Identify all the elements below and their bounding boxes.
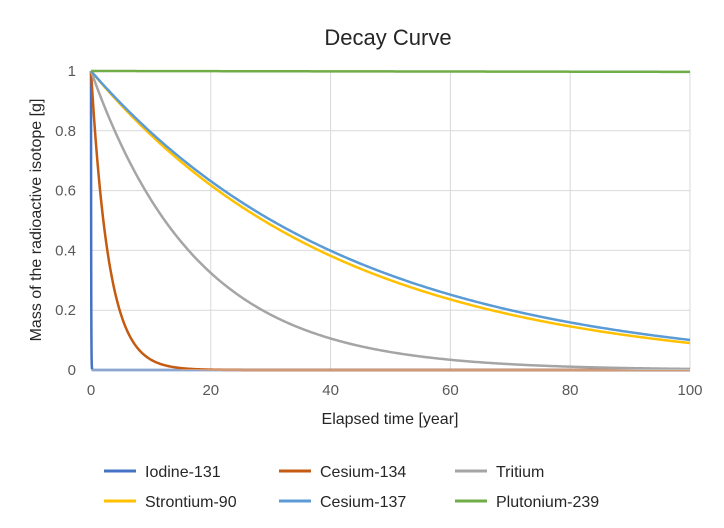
legend: Iodine-131 Cesium-134 Tritium Strontium-90 C… <box>104 464 599 511</box>
y-tick-label: 0 <box>68 362 76 379</box>
y-tick-label: 0.4 <box>55 242 76 259</box>
y-axis-title: Mass of the radioactive isotope [g] <box>28 99 45 342</box>
legend-label: Cesium-137 <box>320 494 406 511</box>
series-line-cesium-134 <box>89 70 690 372</box>
x-tick-label: 20 <box>202 382 219 399</box>
x-tick-label: 40 <box>322 382 339 399</box>
gridlines <box>91 70 691 370</box>
legend-label: Plutonium-239 <box>496 494 599 511</box>
y-tick-label: 0.8 <box>55 123 76 140</box>
chart-title: Decay Curve <box>324 25 451 50</box>
series-line-cesium-137 <box>90 70 691 342</box>
legend-label: Tritium <box>496 464 544 481</box>
x-axis-title: Elapsed time [year] <box>322 411 459 428</box>
series-line-iodine-131 <box>89 70 692 372</box>
y-tick-label: 0.6 <box>55 183 76 200</box>
series-lines <box>89 69 692 372</box>
series-line-plutonium-239 <box>91 69 690 74</box>
x-tick-label: 60 <box>442 382 459 399</box>
series-line-strontium-90 <box>90 70 691 345</box>
legend-label: Strontium-90 <box>145 494 237 511</box>
legend-label: Iodine-131 <box>145 464 221 481</box>
x-tick-label: 100 <box>677 382 702 399</box>
tick-labels: 0 0.2 0.4 0.6 0.8 1 0 20 40 60 80 100 <box>55 63 702 399</box>
y-tick-label: 1 <box>68 63 76 80</box>
y-tick-label: 0.2 <box>55 302 76 319</box>
legend-label: Cesium-134 <box>320 464 406 481</box>
series-line-tritium <box>89 70 691 371</box>
x-tick-label: 80 <box>562 382 579 399</box>
x-tick-label: 0 <box>87 382 95 399</box>
